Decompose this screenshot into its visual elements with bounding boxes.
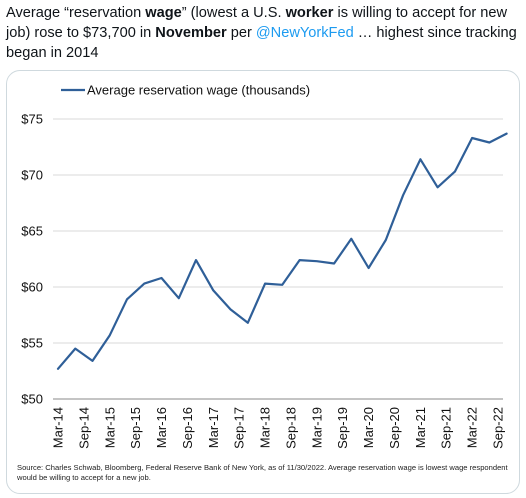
tweet-bold-word: wage <box>145 5 182 21</box>
line-chart: $50 $55 $60 $65 $70 $75 Mar-14 Sep-14 Mar-15 Sep-… <box>21 83 508 449</box>
x-tick-label: Mar-16 <box>154 407 169 448</box>
y-tick-label: $60 <box>21 280 43 295</box>
y-tick-label: $70 <box>21 168 43 183</box>
x-tick-label: Mar-22 <box>465 407 480 448</box>
tweet-text-part: Average “reservation <box>6 5 146 21</box>
tweet-bold-word: worker <box>285 5 334 21</box>
tweet-text: Average “reservation wage” (lowest a U.S… <box>6 3 522 63</box>
chart-source-note: Source: Charles Schwab, Bloomberg, Feder… <box>17 463 508 482</box>
x-tick-label: Sep-20 <box>387 407 402 449</box>
chart-image-card[interactable]: $50 $55 $60 $65 $70 $75 Mar-14 Sep-14 Mar-15 Sep-… <box>6 70 520 494</box>
legend-label: Average reservation wage (thousands) <box>87 83 310 98</box>
y-tick-label: $75 <box>21 112 43 127</box>
y-tick-label: $65 <box>21 224 43 239</box>
x-tick-label: Mar-19 <box>309 407 324 448</box>
series-line <box>56 132 508 370</box>
x-tick-label: Sep-17 <box>232 407 247 449</box>
y-tick-label: $50 <box>21 392 43 407</box>
x-tick-label: Mar-18 <box>258 407 273 448</box>
x-tick-label: Sep-15 <box>128 407 143 449</box>
tweet-text-part: is willing to accept for new job) rose t… <box>6 5 508 41</box>
x-tick-label: Sep-16 <box>180 407 195 449</box>
x-tick-label: Mar-17 <box>206 407 221 448</box>
tweet-text-part: ” (lowest a U.S. <box>181 5 286 21</box>
x-tick-label: Sep-22 <box>491 407 506 449</box>
x-tick-label: Mar-21 <box>413 407 428 448</box>
x-tick-label: Mar-20 <box>361 407 376 448</box>
x-tick-label: Sep-19 <box>335 407 350 449</box>
tweet-bold-word: November <box>155 25 227 41</box>
x-tick-label: Sep-18 <box>283 407 298 449</box>
y-tick-label: $55 <box>21 336 43 351</box>
x-tick-label: Mar-15 <box>102 407 117 448</box>
mention-link[interactable]: @NewYorkFed <box>255 25 354 41</box>
tweet-text-part: … highest since tracking began in 2014 <box>6 25 517 61</box>
x-tick-label: Sep-21 <box>439 407 454 449</box>
tweet-text-part: per <box>226 25 256 41</box>
x-tick-label: Sep-14 <box>76 407 91 449</box>
x-tick-label: Mar-14 <box>51 407 66 448</box>
